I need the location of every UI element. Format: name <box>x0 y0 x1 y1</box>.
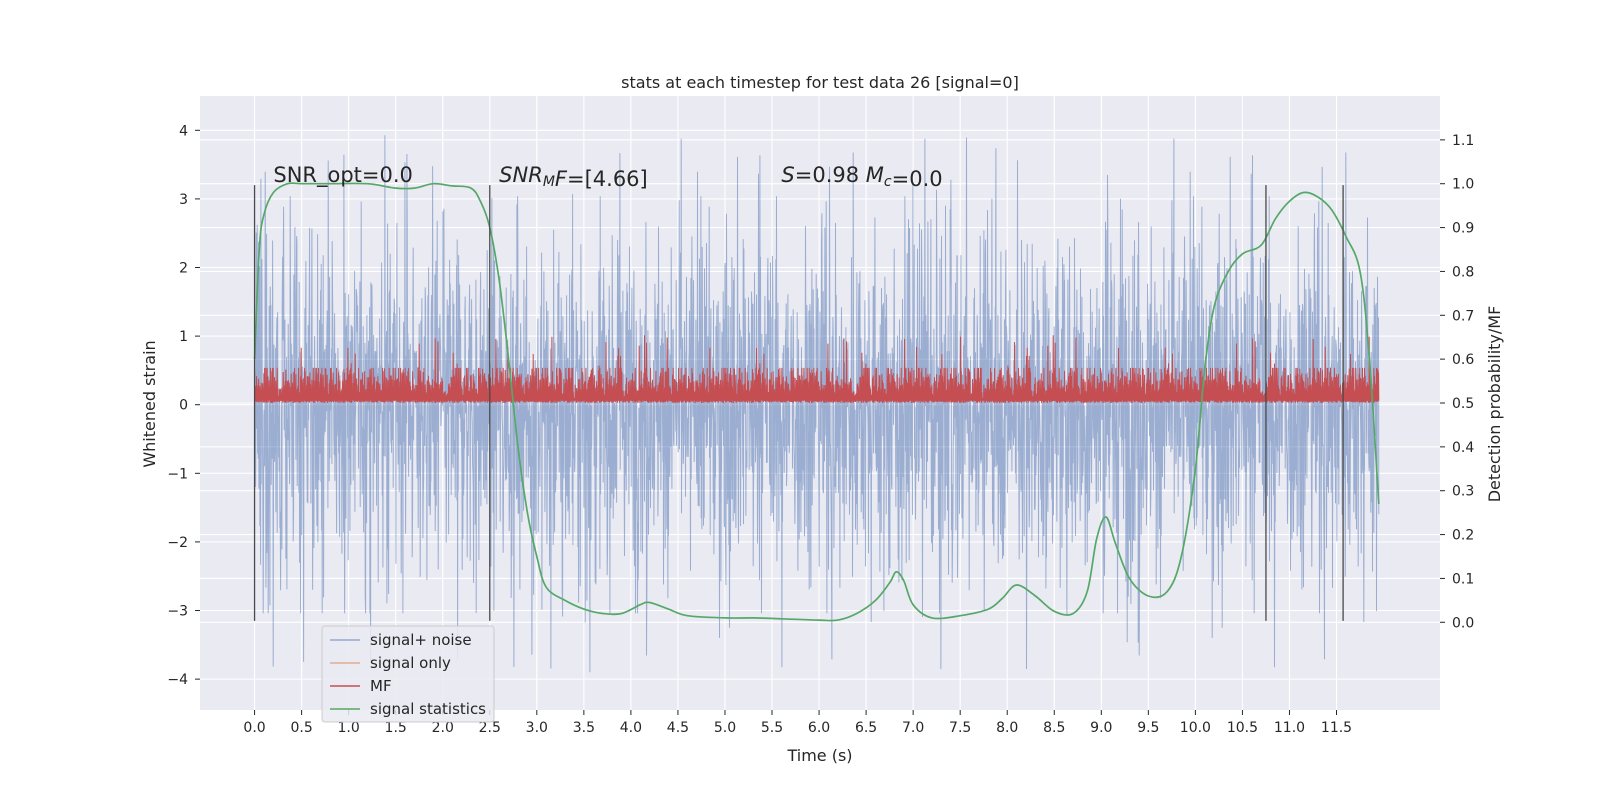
x-tick-label: 7.5 <box>949 720 971 736</box>
y-left-tick-label: −3 <box>167 604 188 620</box>
x-tick-label: 0.0 <box>243 720 265 736</box>
x-tick-label: 6.0 <box>808 720 830 736</box>
x-tick-label: 5.0 <box>714 720 736 736</box>
x-tick-label: 10.5 <box>1227 720 1258 736</box>
y-axis-label-left: Whitened strain <box>140 340 159 467</box>
x-tick-label: 9.0 <box>1090 720 1112 736</box>
annotation-part: SNR_opt=0.0 <box>273 163 413 188</box>
x-tick-label: 8.5 <box>1043 720 1065 736</box>
data-layer <box>253 135 1380 673</box>
x-tick-label: 0.5 <box>290 720 312 736</box>
x-tick-label: 6.5 <box>855 720 877 736</box>
y-left-tick-label: 4 <box>179 123 188 139</box>
legend-box <box>321 625 495 723</box>
x-tick-label: 5.5 <box>761 720 783 736</box>
x-tick-label: 2.0 <box>432 720 454 736</box>
x-tick-label: 4.5 <box>667 720 689 736</box>
annotation-layer: SNR_opt=0.0 SNRMF=[4.66] S=0.98 Mc=0.0 <box>253 163 1344 621</box>
plot-area <box>253 135 1380 673</box>
x-tick-label: 1.5 <box>385 720 407 736</box>
y-left-tick-label: −4 <box>167 672 188 688</box>
y-right-tick-label: 0.9 <box>1452 221 1474 237</box>
y-right-tick-label: 0.7 <box>1452 308 1474 324</box>
legend-label-signal-only: signal only <box>370 654 451 672</box>
annotation-part: =0.0 <box>892 167 943 191</box>
annotation-part: =0.98 <box>795 163 866 187</box>
annotation-text-1: SNRMF=[4.66] <box>499 163 648 191</box>
annotation-part: c <box>884 174 892 190</box>
series-signal-statistics <box>253 182 1380 622</box>
legend-label-mf: MF <box>370 677 392 695</box>
y-right-tick-label: 0.5 <box>1452 396 1474 412</box>
chart-title: stats at each timestep for test data 26 … <box>621 73 1019 92</box>
y-left-tick-label: 2 <box>179 261 188 277</box>
legend: signal+ noise signal only MF signal stat… <box>321 625 495 723</box>
y-left-tick-label: −2 <box>167 535 188 551</box>
annotation-part: M <box>866 163 884 187</box>
annotation-text-0: SNR_opt=0.0 <box>273 163 413 188</box>
legend-label-signal-noise: signal+ noise <box>370 631 472 649</box>
annotation-text-2: S=0.98 Mc=0.0 <box>781 163 942 191</box>
x-tick-label: 1.0 <box>338 720 360 736</box>
annotation-part: F <box>555 167 568 191</box>
y-left-tick-label: −1 <box>167 466 188 482</box>
x-tick-label: 3.5 <box>573 720 595 736</box>
y-left-tick-label: 1 <box>179 329 188 345</box>
x-tick-label: 9.5 <box>1137 720 1159 736</box>
annotation-part: M <box>543 174 555 190</box>
x-tick-label: 11.5 <box>1321 720 1352 736</box>
x-tick-label: 3.0 <box>526 720 548 736</box>
y-right-tick-label: 1.0 <box>1452 177 1474 193</box>
annotation-part: S <box>781 163 794 187</box>
x-tick-label: 8.0 <box>996 720 1018 736</box>
y-left-tick-label: 0 <box>179 398 188 414</box>
y-right-tick-label: 1.1 <box>1452 133 1474 149</box>
y-axis-label-right: Detection probability/MF <box>1485 306 1504 503</box>
y-right-tick-label: 0.2 <box>1452 528 1474 544</box>
tick-layer: 0.0 0.5 1.0 1.5 2.0 2.5 3.0 3.5 4.0 4.5 5.0 5.5 6.0 6… <box>167 123 1474 736</box>
x-tick-label: 7.0 <box>902 720 924 736</box>
y-right-tick-label: 0.1 <box>1452 571 1474 587</box>
annotation-part: SNR <box>499 163 543 187</box>
legend-label-signal-statistics: signal statistics <box>370 700 486 718</box>
x-tick-label: 11.0 <box>1274 720 1305 736</box>
x-axis-label: Time (s) <box>786 746 852 765</box>
annotation-part: =[4.66] <box>567 167 648 191</box>
series-mf <box>254 335 1380 404</box>
y-right-tick-label: 0.3 <box>1452 484 1474 500</box>
x-tick-label: 2.5 <box>479 720 501 736</box>
y-right-tick-label: 0.4 <box>1452 440 1474 456</box>
y-left-tick-label: 3 <box>179 192 188 208</box>
y-right-tick-label: 0.0 <box>1452 615 1474 631</box>
x-tick-label: 4.0 <box>620 720 642 736</box>
y-right-tick-label: 0.6 <box>1452 352 1474 368</box>
y-right-tick-label: 0.8 <box>1452 264 1474 280</box>
x-tick-label: 10.0 <box>1180 720 1211 736</box>
